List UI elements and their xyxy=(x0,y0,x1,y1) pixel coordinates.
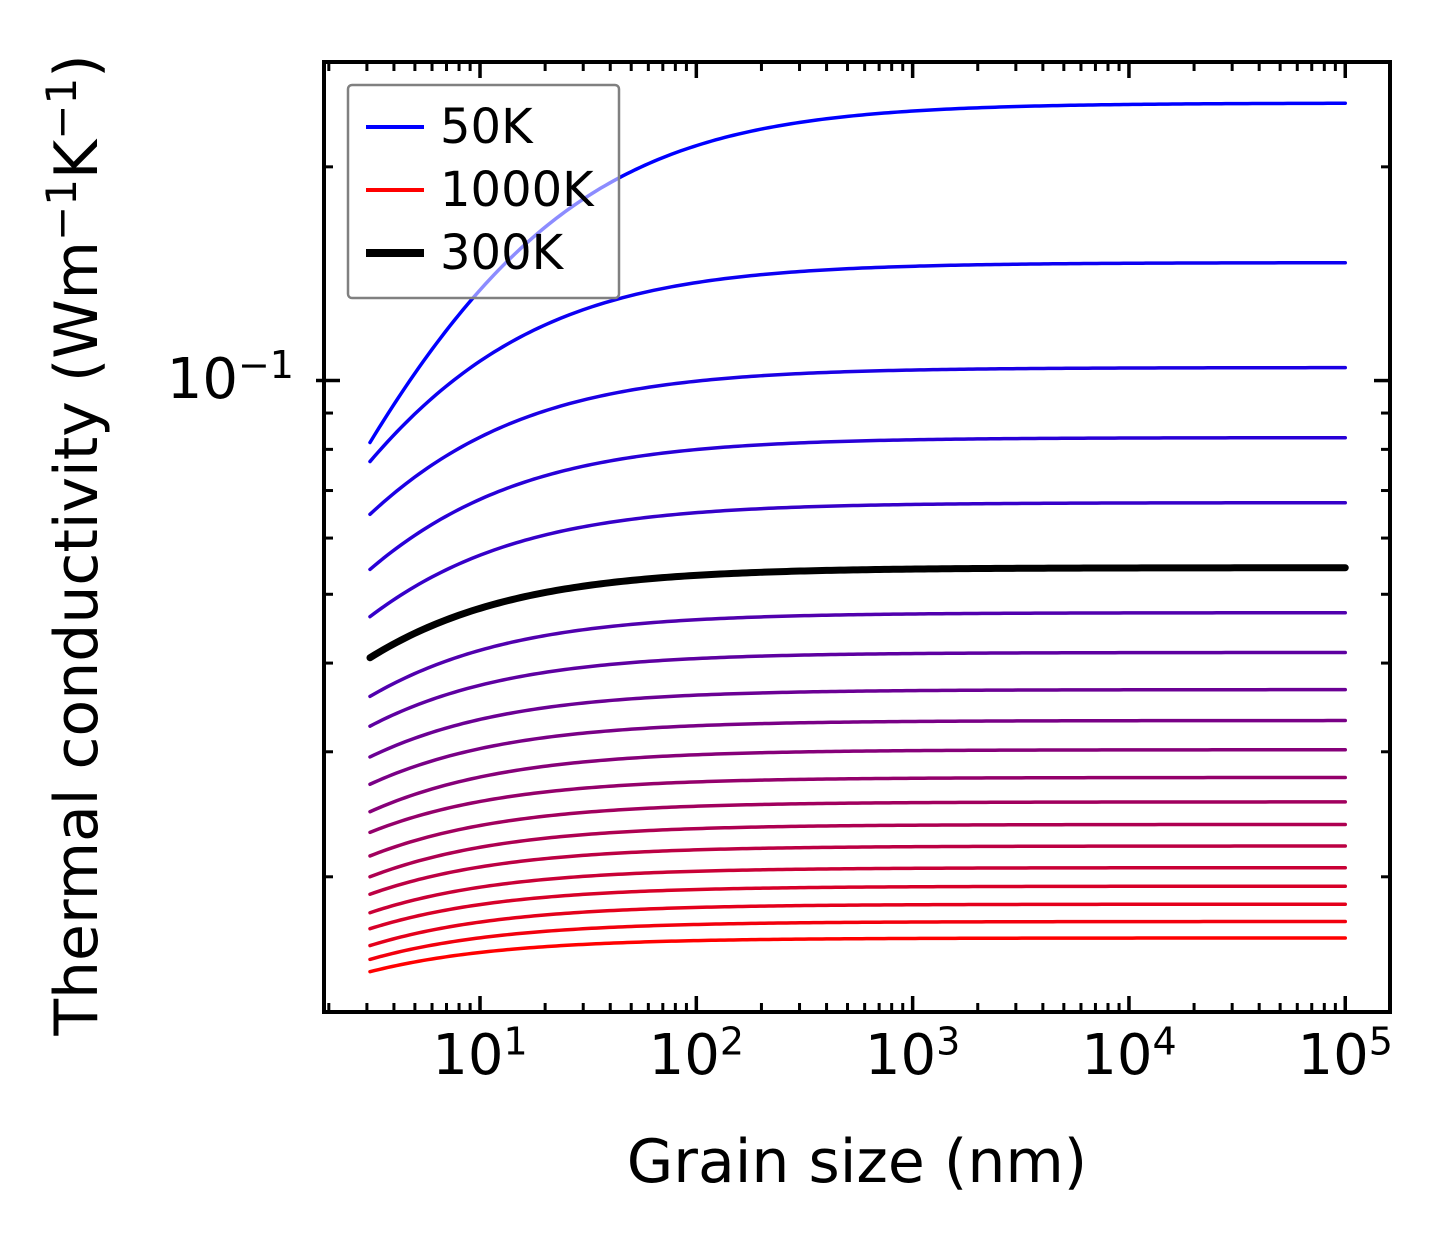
x-tick-label-10e1: 101 xyxy=(432,1019,528,1088)
series-line-550K xyxy=(368,748,1348,814)
legend-box xyxy=(346,83,621,300)
series-line-350K xyxy=(368,610,1348,699)
x-tick-label-10e3: 103 xyxy=(864,1019,961,1088)
y-axis-label: Thermal conductivity (Wm−1K−1) xyxy=(37,54,112,1036)
series-line-300K-emphasized xyxy=(366,564,1349,662)
series-line-150K xyxy=(368,365,1348,517)
legend: 50K 1000K 300K xyxy=(346,83,621,300)
series-line-900K xyxy=(368,902,1348,948)
y-tick-label-10e-1: 10−1 xyxy=(166,342,294,412)
series-line-600K xyxy=(368,775,1348,835)
series-curves xyxy=(366,101,1349,974)
series-line-750K xyxy=(368,844,1348,896)
series-line-450K xyxy=(368,687,1348,759)
series-line-1000K xyxy=(368,936,1348,974)
series-line-800K xyxy=(368,865,1348,915)
plot-frame xyxy=(322,60,1392,1014)
x-tick-label-10e4: 104 xyxy=(1081,1019,1177,1088)
series-line-200K xyxy=(368,435,1348,572)
series-line-500K xyxy=(368,718,1348,787)
x-tick-label-10e2: 102 xyxy=(648,1019,745,1088)
series-line-700K xyxy=(368,822,1348,879)
series-line-100K xyxy=(368,260,1348,464)
x-axis-label: Grain size (nm) xyxy=(626,1127,1088,1197)
series-line-850K xyxy=(368,884,1348,931)
series-line-250K xyxy=(368,500,1348,619)
legend-label-300K: 300K xyxy=(440,225,565,281)
x-tick-label-10e5: 105 xyxy=(1297,1019,1393,1088)
legend-label-50K: 50K xyxy=(440,99,534,155)
series-line-650K xyxy=(368,800,1348,858)
series-line-950K xyxy=(368,919,1348,962)
legend-label-1000K: 1000K xyxy=(440,162,595,218)
series-line-400K xyxy=(368,650,1348,728)
